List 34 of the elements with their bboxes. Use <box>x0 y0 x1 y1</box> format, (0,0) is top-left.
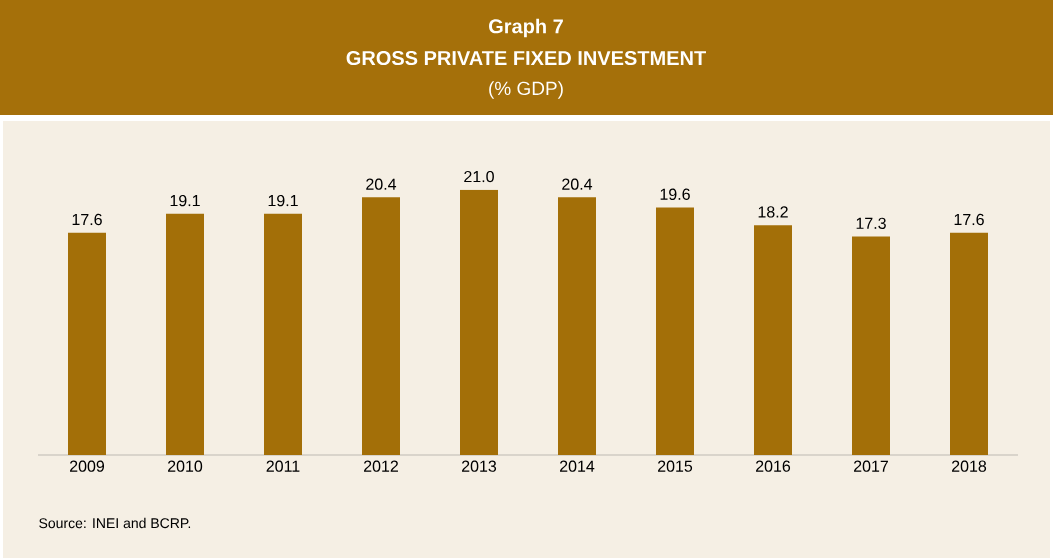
bar <box>950 232 988 455</box>
data-label: 19.6 <box>660 188 690 200</box>
source-note: Source: INEI and BCRP. <box>39 517 191 529</box>
x-tick-label: 2018 <box>952 460 987 472</box>
data-label: 17.6 <box>72 213 102 226</box>
data-label: 17.6 <box>954 213 984 226</box>
bar <box>656 207 694 455</box>
data-label: 20.4 <box>562 178 593 190</box>
x-tick-label: 2014 <box>560 460 595 472</box>
x-tick-label: 2011 <box>266 460 300 472</box>
caption: Graph 7 <box>489 18 563 38</box>
bar <box>852 236 890 455</box>
data-label: 17.3 <box>856 217 886 229</box>
x-tick-label: 2010 <box>168 460 203 472</box>
bar <box>68 232 106 455</box>
data-label: 20.4 <box>366 178 397 190</box>
x-tick-label: 2016 <box>756 460 791 472</box>
data-label: 19.1 <box>268 194 298 207</box>
bar <box>264 213 302 455</box>
chart-subtitle: (% GDP) <box>489 81 563 99</box>
bar <box>362 197 400 455</box>
data-label: 18.2 <box>758 206 788 218</box>
x-tick-label: 2013 <box>462 460 497 472</box>
bar <box>754 225 792 455</box>
data-label: 19.1 <box>170 194 200 207</box>
chart-title: GROSS PRIVATE FIXED INVESTMENT <box>346 50 706 66</box>
x-tick-label: 2009 <box>70 460 105 472</box>
x-tick-label: 2017 <box>854 460 888 472</box>
x-tick-label: 2012 <box>364 460 398 472</box>
bar <box>460 189 498 455</box>
data-label: 21.0 <box>464 170 494 183</box>
bar <box>558 197 596 455</box>
bar <box>166 213 204 455</box>
x-tick-label: 2015 <box>658 460 693 472</box>
